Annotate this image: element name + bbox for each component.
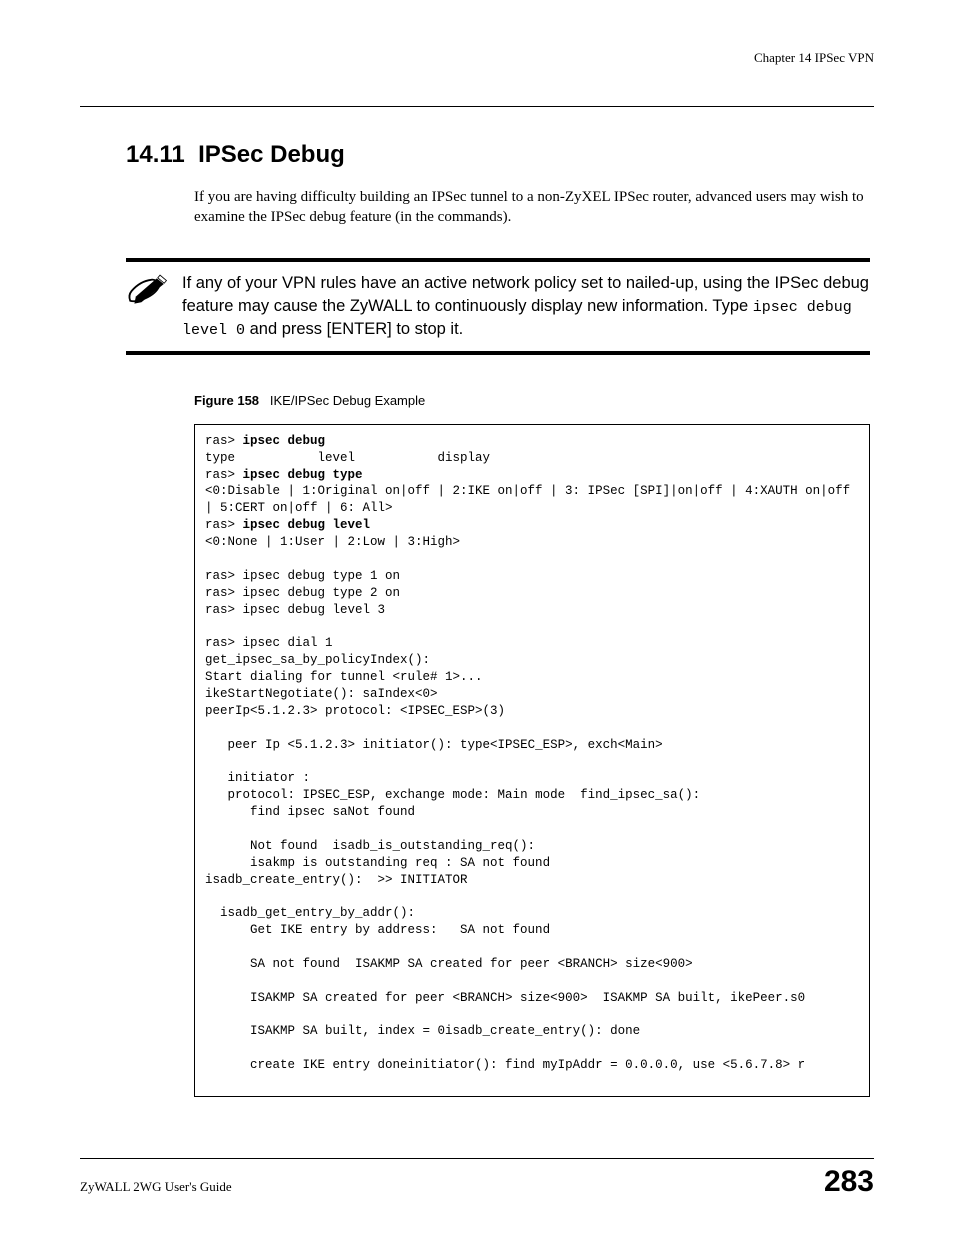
- figure-caption-text: IKE/IPSec Debug Example: [270, 393, 425, 408]
- section-title: IPSec Debug: [198, 141, 345, 168]
- code-line: create IKE entry doneinitiator(): find m…: [205, 1058, 805, 1072]
- cmd-ipsec-debug-level: ipsec debug level: [243, 518, 371, 532]
- figure-label: Figure 158: [194, 393, 259, 408]
- page: Chapter 14 IPSec VPN 14.11 IPSec Debug I…: [0, 0, 954, 1235]
- note-pencil-icon: [126, 272, 182, 313]
- code-line: protocol: IPSEC_ESP, exchange mode: Main…: [205, 788, 700, 802]
- page-header: Chapter 14 IPSec VPN: [80, 50, 874, 80]
- page-footer: ZyWALL 2WG User's Guide 283: [80, 1158, 874, 1199]
- footer-rule: [80, 1158, 874, 1159]
- note-text: If any of your VPN rules have an active …: [182, 272, 870, 341]
- footer-page-number: 283: [824, 1165, 874, 1199]
- code-line: ras> ipsec debug type 1 on: [205, 569, 400, 583]
- code-line: get_ipsec_sa_by_policyIndex():: [205, 653, 430, 667]
- footer-row: ZyWALL 2WG User's Guide 283: [80, 1165, 874, 1199]
- code-line: ISAKMP SA created for peer <BRANCH> size…: [205, 991, 805, 1005]
- code-line: Start dialing for tunnel <rule# 1>...: [205, 670, 483, 684]
- prompt: ras>: [205, 434, 243, 448]
- code-line: Not found isadb_is_outstanding_req():: [205, 839, 535, 853]
- code-line: ikeStartNegotiate(): saIndex<0>: [205, 687, 438, 701]
- prompt: ras>: [205, 518, 243, 532]
- code-line: type level display: [205, 451, 490, 465]
- note-row: If any of your VPN rules have an active …: [126, 262, 870, 351]
- note-text-after: and press [ENTER] to stop it.: [245, 320, 463, 338]
- code-line: ras> ipsec dial 1: [205, 636, 333, 650]
- code-line: peerIp<5.1.2.3> protocol: <IPSEC_ESP>(3): [205, 704, 505, 718]
- cmd-ipsec-debug: ipsec debug: [243, 434, 326, 448]
- section-number: 14.11: [126, 141, 185, 168]
- code-line: Get IKE entry by address: SA not found: [205, 923, 550, 937]
- header-chapter-label: Chapter 14 IPSec VPN: [754, 50, 874, 66]
- code-line: <0:None | 1:User | 2:Low | 3:High>: [205, 535, 460, 549]
- code-line: ISAKMP SA built, index = 0isadb_create_e…: [205, 1024, 640, 1038]
- code-example-box: ras> ipsec debug type level display ras>…: [194, 424, 870, 1097]
- footer-guide-name: ZyWALL 2WG User's Guide: [80, 1179, 232, 1195]
- note-rule-bottom: [126, 351, 870, 355]
- header-rule: [80, 106, 874, 107]
- figure-caption: Figure 158 IKE/IPSec Debug Example: [194, 393, 874, 408]
- note-block: If any of your VPN rules have an active …: [126, 258, 870, 355]
- code-line: find ipsec saNot found: [205, 805, 415, 819]
- code-line: isadb_get_entry_by_addr():: [205, 906, 415, 920]
- code-line: isadb_create_entry(): >> INITIATOR: [205, 873, 468, 887]
- code-line: initiator :: [205, 771, 310, 785]
- section-heading: 14.11 IPSec Debug: [126, 141, 874, 169]
- code-line: isakmp is outstanding req : SA not found: [205, 856, 550, 870]
- code-line: ras> ipsec debug type 2 on: [205, 586, 400, 600]
- code-line: <0:Disable | 1:Original on|off | 2:IKE o…: [205, 484, 858, 515]
- code-line: SA not found ISAKMP SA created for peer …: [205, 957, 693, 971]
- section-body: If you are having difficulty building an…: [194, 187, 870, 228]
- code-line: ras> ipsec debug level 3: [205, 603, 385, 617]
- cmd-ipsec-debug-type: ipsec debug type: [243, 468, 363, 482]
- code-line: peer Ip <5.1.2.3> initiator(): type<IPSE…: [205, 738, 663, 752]
- prompt: ras>: [205, 468, 243, 482]
